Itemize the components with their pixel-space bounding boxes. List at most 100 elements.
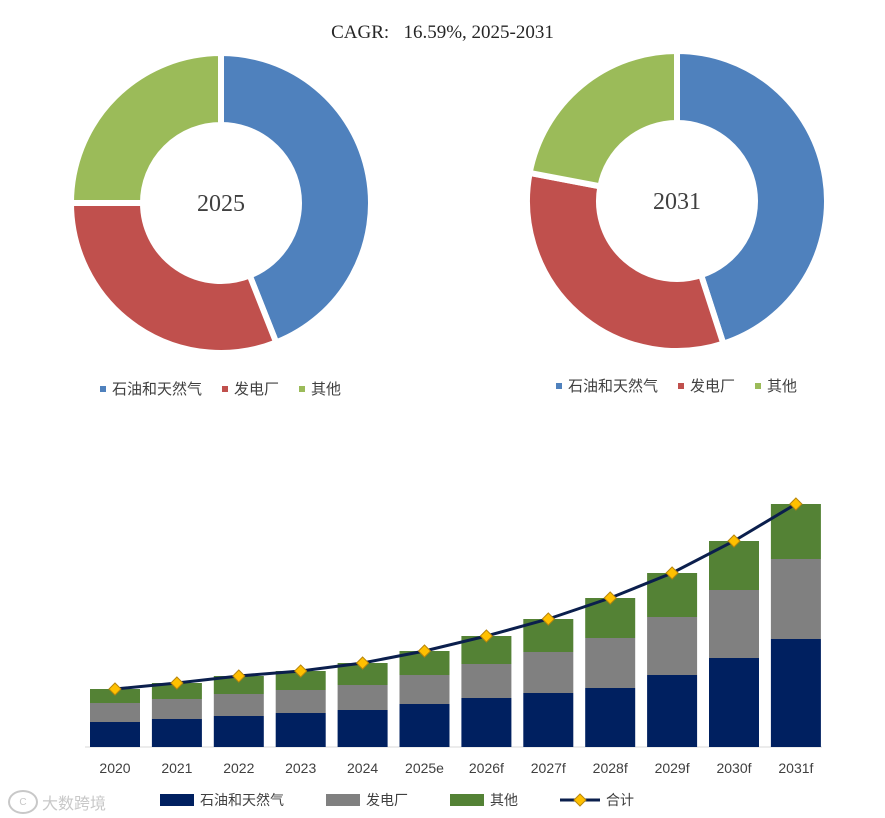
legend-label: 发电厂 — [234, 381, 280, 398]
bar-发电厂-2031f — [770, 559, 821, 639]
bar-legend-marker — [326, 794, 360, 806]
bar-legend-item-1: 发电厂 — [326, 790, 408, 810]
legend-marker — [222, 385, 229, 392]
total-marker-2030f — [727, 534, 741, 548]
donut-slice-1-2 — [526, 47, 680, 190]
bar-石油和天然气-2027f — [523, 693, 574, 747]
donut-center-label: 2031 — [653, 189, 701, 215]
donut-legend-2025: 石油和天然气 发电厂 其他 — [100, 378, 361, 399]
donut-legend-2031: 石油和天然气 发电厂 其他 — [556, 375, 817, 396]
total-marker-2025e — [417, 644, 432, 658]
x-tick-label: 2023 — [285, 760, 316, 776]
bar-legend-item-0: 石油和天然气 — [160, 790, 284, 810]
legend-label: 其他 — [767, 378, 798, 395]
bar-其他-2031f — [770, 504, 821, 559]
donut-center-label: 2025 — [197, 191, 245, 217]
bar-发电厂-2029f — [647, 617, 698, 675]
bar-发电厂-2022 — [213, 694, 264, 716]
legend-item-1: 发电厂 — [222, 378, 279, 399]
bar-石油和天然气-2025e — [399, 704, 450, 747]
bar-发电厂-2023 — [275, 690, 326, 713]
donut-slice-0-2 — [67, 49, 224, 206]
stacked-bar-chart: 2020 2021 2022 2023 2024 2025e 2026f 2027f 2028f… — [85, 497, 822, 776]
bar-石油和天然气-2029f — [647, 675, 698, 747]
legend-item-2: 其他 — [755, 375, 797, 396]
bar-石油和天然气-2021 — [151, 719, 202, 747]
bar-石油和天然气-2022 — [213, 716, 264, 747]
bar-石油和天然气-2026f — [461, 698, 512, 747]
bar-发电厂-2030f — [709, 590, 759, 658]
watermark: C 大数跨境 — [8, 790, 106, 814]
bar-发电厂-2027f — [523, 652, 574, 693]
legend-item-2: 其他 — [299, 378, 341, 399]
bar-其他-2024 — [337, 663, 388, 685]
bar-石油和天然气-2024 — [337, 710, 388, 747]
donut-slice-1-0 — [674, 47, 830, 348]
bar-legend-label: 其他 — [490, 792, 518, 808]
legend-label: 发电厂 — [690, 378, 736, 395]
x-tick-label: 2031f — [778, 760, 813, 776]
bar-发电厂-2026f — [461, 664, 512, 698]
legend-marker — [100, 385, 106, 392]
total-marker-2029f — [665, 566, 679, 580]
legend-label: 其他 — [311, 381, 342, 398]
bar-其他-2030f — [709, 541, 759, 590]
total-marker-2021 — [170, 676, 184, 690]
x-tick-label: 2021 — [161, 760, 192, 776]
legend-marker — [556, 382, 562, 389]
x-tick-label: 2029f — [655, 760, 690, 776]
bar-其他-2020 — [90, 689, 140, 703]
bar-legend-item-2: 其他 — [450, 790, 518, 810]
donut-chart-2031: 2031 — [524, 47, 830, 354]
bar-其他-2021 — [151, 683, 202, 699]
donut-slice-1-1 — [524, 169, 728, 354]
watermark-text: 大数跨境 — [42, 796, 107, 813]
bar-发电厂-2021 — [151, 699, 202, 719]
x-tick-label: 2026f — [469, 760, 504, 776]
bar-legend-marker — [160, 794, 194, 806]
legend-item-0: 石油和天然气 — [556, 375, 658, 396]
bar-石油和天然气-2020 — [90, 722, 140, 747]
x-tick-label: 2027f — [531, 760, 566, 776]
bar-其他-2022 — [213, 676, 264, 694]
x-tick-label: 2028f — [593, 760, 628, 776]
total-marker-2026f — [479, 629, 494, 643]
x-tick-label: 2020 — [99, 760, 130, 776]
legend-item-1: 发电厂 — [678, 375, 735, 396]
legend-label: 石油和天然气 — [112, 381, 203, 398]
legend-marker — [299, 385, 306, 392]
total-marker-2020 — [108, 682, 122, 696]
bar-石油和天然气-2031f — [770, 639, 821, 747]
bar-石油和天然气-2028f — [585, 688, 636, 747]
donut-chart-2025: 2025 — [67, 49, 374, 356]
total-marker-2031f — [789, 497, 803, 511]
x-tick-label: 2030f — [716, 760, 751, 776]
bar-发电厂-2024 — [337, 685, 388, 710]
watermark-logo-icon: C — [8, 790, 38, 814]
bar-发电厂-2020 — [90, 703, 140, 722]
legend-marker — [755, 382, 762, 389]
legend-marker — [678, 382, 685, 389]
total-marker-2022 — [232, 669, 246, 683]
donut-slice-0-1 — [67, 200, 281, 356]
bar-石油和天然气-2030f — [709, 658, 759, 747]
bar-发电厂-2025e — [399, 675, 450, 704]
total-marker-2027f — [541, 612, 556, 626]
legend-label: 石油和天然气 — [568, 378, 659, 395]
legend-item-0: 石油和天然气 — [100, 378, 202, 399]
bar-legend-label: 发电厂 — [366, 792, 408, 808]
bar-发电厂-2028f — [585, 638, 636, 688]
bar-legend-label: 合计 — [606, 792, 634, 808]
x-tick-label: 2024 — [347, 760, 378, 776]
bar-legend-label: 石油和天然气 — [200, 792, 284, 808]
x-tick-label: 2022 — [223, 760, 254, 776]
x-tick-label: 2025e — [405, 760, 444, 776]
total-marker-2028f — [603, 591, 617, 605]
total-marker-2024 — [355, 656, 370, 670]
chart-title: CAGR: 16.59%, 2025-2031 — [331, 22, 554, 43]
bar-legend-marker — [560, 793, 600, 807]
donut-slice-0-0 — [218, 49, 374, 347]
total-marker-2023 — [293, 664, 308, 678]
bar-legend-marker — [450, 794, 484, 806]
total-line — [114, 502, 797, 691]
